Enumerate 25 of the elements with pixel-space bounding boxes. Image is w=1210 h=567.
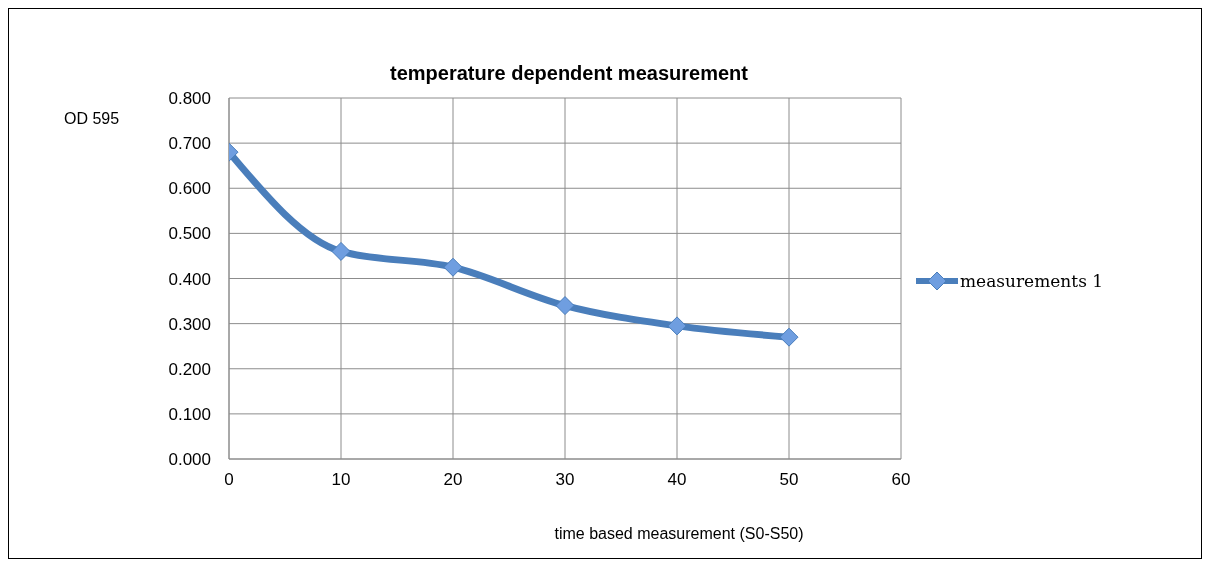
y-tick-label: 0.200	[168, 359, 211, 379]
y-tick-label: 0.800	[168, 89, 211, 109]
y-tick-label: 0.600	[168, 179, 211, 199]
y-tick-label: 0.400	[168, 269, 211, 289]
chart-title: temperature dependent measurement	[389, 62, 749, 85]
y-tick-label: 0.100	[168, 404, 211, 424]
legend-label: measurements 1	[960, 271, 1104, 291]
x-axis-title: time based measurement (S0-S50)	[553, 525, 805, 543]
point	[779, 327, 799, 347]
x-tick-label: 20	[443, 470, 463, 490]
x-tick-label: 10	[331, 470, 351, 490]
point	[555, 296, 575, 316]
y-tick-label: 0.700	[168, 134, 211, 154]
point	[331, 241, 351, 261]
y-tick-label: 0.300	[168, 314, 211, 334]
x-tick-label: 30	[555, 470, 575, 490]
x-tick-label: 60	[891, 470, 911, 490]
point	[443, 257, 463, 277]
x-tick-label: 0	[224, 470, 234, 490]
x-tick-label: 40	[667, 470, 687, 490]
y-axis-title: OD 595	[64, 110, 120, 128]
point	[667, 316, 687, 336]
y-tick-label: 0.000	[168, 450, 211, 470]
x-tick-label: 50	[779, 470, 799, 490]
y-tick-label: 0.500	[168, 224, 211, 244]
